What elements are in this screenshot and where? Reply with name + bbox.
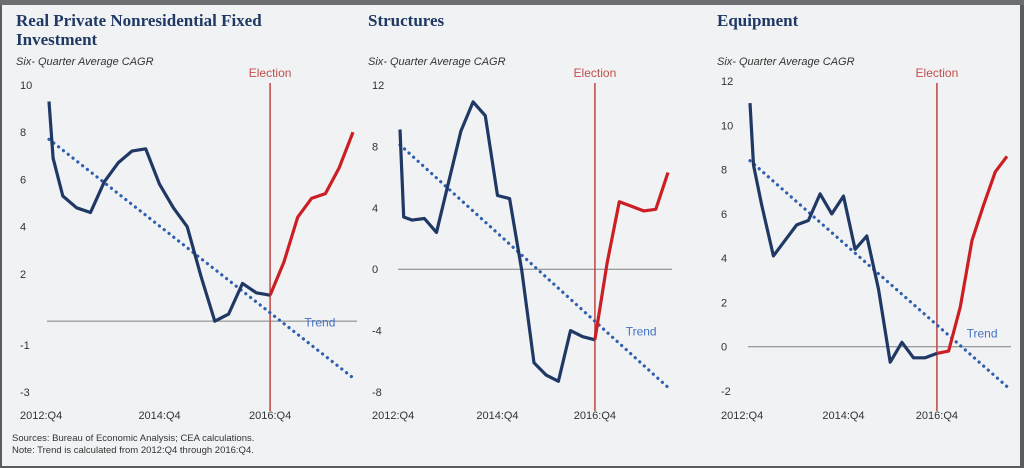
x-tick-label: 2016:Q4 [249,410,291,422]
figure-frame: Real Private Nonresidential Fixed Invest… [2,5,1020,466]
y-tick-label: 4 [721,253,727,265]
trend-label: Trend [626,325,657,339]
y-tick-label: 10 [721,120,733,132]
x-tick-label: 2012:Q4 [372,410,414,422]
trend-label: Trend [967,327,998,341]
x-tick-label: 2016:Q4 [574,410,616,422]
y-tick-label: 2 [20,269,26,281]
y-tick-label: 12 [721,76,733,88]
trend-series [47,137,355,380]
y-tick-label: -2 [721,386,731,398]
y-tick-label: 10 [20,80,32,92]
x-tick-label: 2014:Q4 [138,410,180,422]
chart-plot: 12 10 8 6 4 2 0 -2 2012:Q4 2014:Q4 2016:Q4 Election… [721,66,1011,422]
post-election-series [936,155,1009,355]
election-label: Election [916,66,959,80]
y-tick-label: -8 [372,387,382,399]
y-tick-label: 4 [372,203,378,215]
x-tick-label: 2014:Q4 [476,410,518,422]
chart-footer: Sources: Bureau of Economic Analysis; CE… [12,433,254,457]
x-tick-label: 2012:Q4 [20,410,62,422]
chart-panel-equipment: Equipment Six- Quarter Average CAGR 12 10… [717,5,1017,430]
trend-note: Note: Trend is calculated from 2012:Q4 t… [12,445,254,456]
y-tick-label: 0 [372,264,378,276]
election-label: Election [249,66,292,80]
chart-title: Equipment [717,11,799,30]
chart-title: Real Private Nonresidential Fixed Invest… [16,11,262,49]
y-tick-label: -1 [20,340,30,352]
sources-note: Sources: Bureau of Economic Analysis; CE… [12,433,255,444]
trend-series [748,159,1009,389]
chart-title: Structures [368,11,445,30]
y-tick-label: 0 [721,342,727,354]
top-bar [0,0,1024,5]
y-tick-label: 4 [20,222,26,234]
chart-plot: 12 8 4 0 -4 -8 2012:Q4 2014:Q4 2016:Q4 Election Tr… [372,66,672,422]
chart-subtitle: Six- Quarter Average CAGR [16,56,154,68]
post-election-series [593,171,670,341]
y-tick-label: 8 [721,165,727,177]
chart-panel-total: Real Private Nonresidential Fixed Invest… [16,5,361,430]
chart-subtitle: Six- Quarter Average CAGR [717,56,855,68]
pre-election-series [748,103,938,364]
pre-election-series [47,101,271,323]
y-tick-label: 6 [721,209,727,221]
x-tick-label: 2016:Q4 [916,410,958,422]
chart-plot: 10 8 6 4 2 -1 -3 2012:Q4 2014:Q4 2016:Q4 Election T… [20,66,357,422]
chart-panel-structures: Structures Six- Quarter Average CAGR 12 8… [368,5,688,430]
y-tick-label: 2 [721,297,727,309]
x-tick-label: 2012:Q4 [721,410,763,422]
post-election-series [268,131,355,296]
election-label: Election [574,66,617,80]
chart-subtitle: Six- Quarter Average CAGR [368,56,506,68]
y-tick-label: 12 [372,80,384,92]
y-tick-label: 8 [372,141,378,153]
trend-series [398,143,670,389]
y-tick-label: 6 [20,174,26,186]
y-tick-label: -4 [372,326,382,338]
y-tick-label: -3 [20,387,30,399]
pre-election-series [398,100,596,383]
trend-label: Trend [304,316,335,330]
x-tick-label: 2014:Q4 [822,410,864,422]
y-tick-label: 8 [20,127,26,139]
